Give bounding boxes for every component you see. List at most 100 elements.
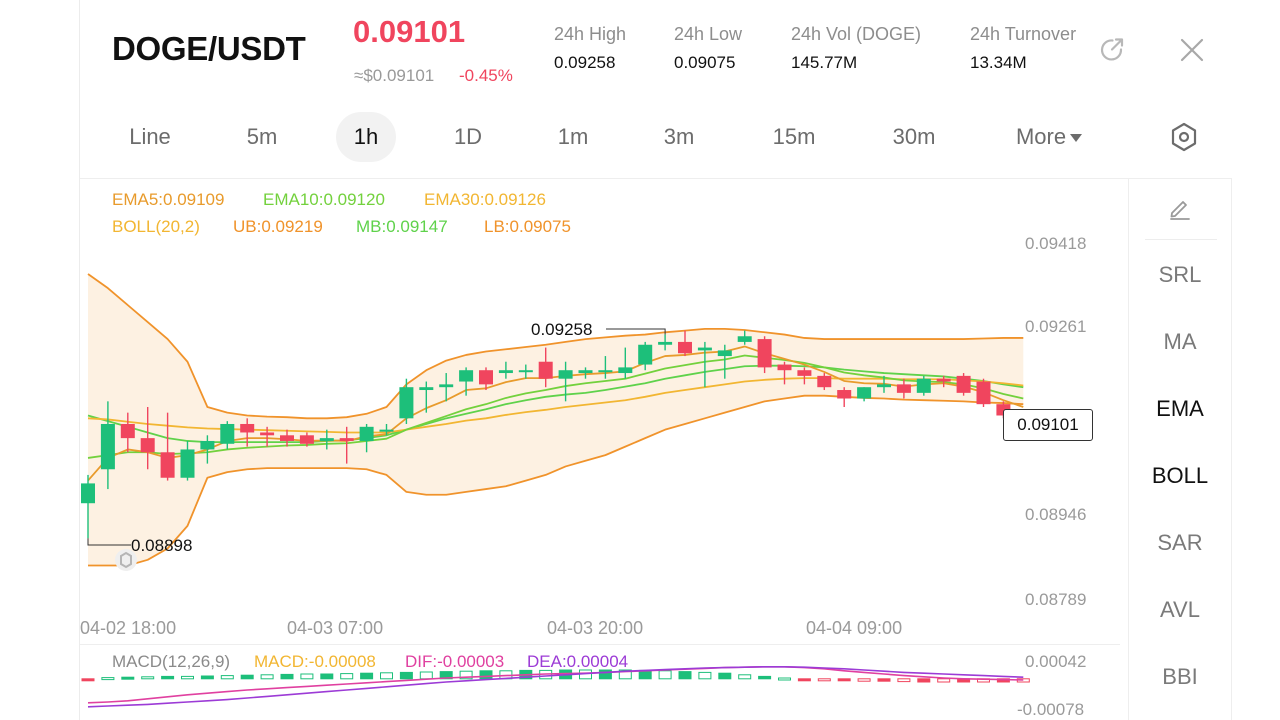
boll-ub-line bbox=[87, 273, 1024, 420]
x-tick-label: 04-04 09:00 bbox=[806, 618, 903, 638]
stat-value: 13.34M bbox=[970, 53, 1027, 72]
sidebar-item-bbi[interactable]: BBI bbox=[1162, 664, 1198, 689]
ema10-line bbox=[87, 354, 1024, 459]
pair-title: DOGE/USDT bbox=[112, 30, 306, 67]
tab-1d[interactable]: 1D bbox=[453, 124, 483, 149]
close-icon[interactable] bbox=[1178, 36, 1206, 69]
candle-body bbox=[518, 370, 533, 373]
candle-body bbox=[678, 341, 692, 354]
stat-24h-high: 24h High 0.09258 bbox=[554, 24, 626, 73]
high-marker-label: 0.09258 bbox=[531, 320, 593, 339]
macd-histogram-bar bbox=[797, 678, 811, 682]
share-icon[interactable] bbox=[1098, 36, 1126, 69]
candle-body bbox=[757, 339, 772, 368]
candle-body bbox=[240, 423, 255, 433]
candle-body bbox=[459, 370, 474, 382]
more-label: More bbox=[1015, 124, 1067, 149]
tab-1m[interactable]: 1m bbox=[557, 124, 589, 149]
macd-histogram-bar bbox=[837, 678, 851, 682]
sidebar-item-boll[interactable]: BOLL bbox=[1151, 463, 1209, 488]
macd-histogram-bar bbox=[280, 673, 294, 680]
sidebar-item-avl[interactable]: AVL bbox=[1160, 597, 1200, 622]
macd-histogram-bar bbox=[300, 673, 314, 680]
macd-histogram-bar bbox=[678, 671, 692, 680]
macd-histogram-bar bbox=[618, 669, 632, 680]
stat-value: 0.09075 bbox=[674, 53, 736, 72]
caret-down-icon bbox=[1070, 134, 1083, 143]
y-tick-label: 0.08946 bbox=[1025, 505, 1087, 524]
pencil-icon[interactable] bbox=[1167, 195, 1193, 226]
macd-histogram-bar bbox=[778, 677, 791, 681]
boll-mb-line bbox=[87, 364, 1024, 443]
macd-dif-line bbox=[87, 665, 1024, 704]
tab-more[interactable]: More bbox=[1004, 112, 1094, 162]
sidebar-item-ema[interactable]: EMA bbox=[1156, 396, 1204, 421]
legend-ema30: EMA30:0.09126 bbox=[424, 190, 546, 209]
price-change: -0.45% bbox=[459, 66, 513, 85]
macd-histogram-bar bbox=[817, 678, 831, 682]
candle-body bbox=[479, 370, 493, 385]
candle-body bbox=[777, 364, 792, 371]
stat-24h-low: 24h Low 0.09075 bbox=[674, 24, 742, 73]
tab-1h[interactable]: 1h bbox=[336, 112, 396, 162]
stat-label: 24h Vol (DOGE) bbox=[791, 24, 922, 44]
approx-usd-price: ≈$0.09101 bbox=[354, 66, 435, 85]
candle-body bbox=[81, 483, 95, 504]
candle-body bbox=[618, 367, 633, 374]
macd-histogram-bar bbox=[181, 675, 194, 680]
x-tick-label: 04-02 18:00 bbox=[80, 618, 177, 638]
macd-histogram-bar bbox=[200, 675, 214, 680]
ema5-line bbox=[87, 345, 1024, 482]
candle-body bbox=[498, 370, 513, 374]
macd-histogram-bar bbox=[698, 671, 712, 680]
macd-value: MACD:-0.00008 bbox=[254, 652, 376, 671]
macd-histogram-bar bbox=[81, 678, 95, 682]
tab-30m[interactable]: 30m bbox=[892, 124, 936, 149]
candle-body bbox=[280, 435, 294, 441]
timeframe-tabs: Line 5m 1h 1D 1m 3m 15m 30m More bbox=[0, 112, 1280, 162]
settings-icon[interactable] bbox=[1170, 122, 1198, 157]
macd-histogram-bar bbox=[877, 678, 891, 682]
candle-body bbox=[180, 449, 195, 478]
macd-histogram-bar bbox=[419, 671, 433, 680]
tab-5m[interactable]: 5m bbox=[246, 124, 278, 149]
sidebar-item-ma[interactable]: MA bbox=[1163, 329, 1197, 354]
legend-ema5: EMA5:0.09109 bbox=[112, 190, 225, 209]
candle-body bbox=[817, 375, 832, 388]
divider bbox=[80, 178, 1232, 179]
macd-y-tick: -0.00078 bbox=[1017, 700, 1085, 719]
x-tick-label: 04-03 07:00 bbox=[287, 618, 384, 638]
stat-clip: 24h Turnover 13.34M bbox=[960, 20, 1090, 80]
candle-body bbox=[916, 378, 931, 393]
macd-histogram-bar bbox=[121, 676, 135, 680]
last-price: 0.09101 bbox=[353, 14, 466, 49]
sidebar-item-srl[interactable]: SRL bbox=[1158, 262, 1202, 287]
legend-boll-mb: MB:0.09147 bbox=[356, 217, 448, 236]
y-tick-label: 0.08789 bbox=[1025, 590, 1087, 609]
stat-value: 145.77M bbox=[791, 53, 858, 72]
macd-histogram-bar bbox=[320, 673, 334, 680]
stat-label: 24h Low bbox=[674, 24, 743, 44]
candle-body bbox=[260, 432, 275, 436]
candle-body bbox=[319, 438, 334, 441]
candle-body bbox=[160, 452, 175, 478]
candle-body bbox=[379, 429, 394, 432]
macd-histogram-bar bbox=[380, 672, 393, 680]
macd-histogram-bar bbox=[399, 671, 413, 680]
sidebar-item-sar[interactable]: SAR bbox=[1157, 530, 1203, 555]
left-edge bbox=[79, 0, 80, 720]
candle-body bbox=[896, 384, 911, 393]
macd-histogram-bar bbox=[598, 669, 612, 680]
legend-ema10: EMA10:0.09120 bbox=[263, 190, 385, 209]
candle-body bbox=[697, 347, 712, 351]
tab-line[interactable]: Line bbox=[129, 124, 171, 149]
candle-body bbox=[837, 390, 852, 399]
macd-histogram-bar bbox=[658, 670, 672, 680]
candle-body bbox=[936, 378, 951, 382]
stat-value: 0.09258 bbox=[554, 53, 616, 72]
tab-15m[interactable]: 15m bbox=[772, 124, 816, 149]
macd-title: MACD(12,26,9) bbox=[112, 652, 231, 671]
high-marker-line bbox=[606, 328, 666, 335]
tab-3m[interactable]: 3m bbox=[663, 124, 695, 149]
